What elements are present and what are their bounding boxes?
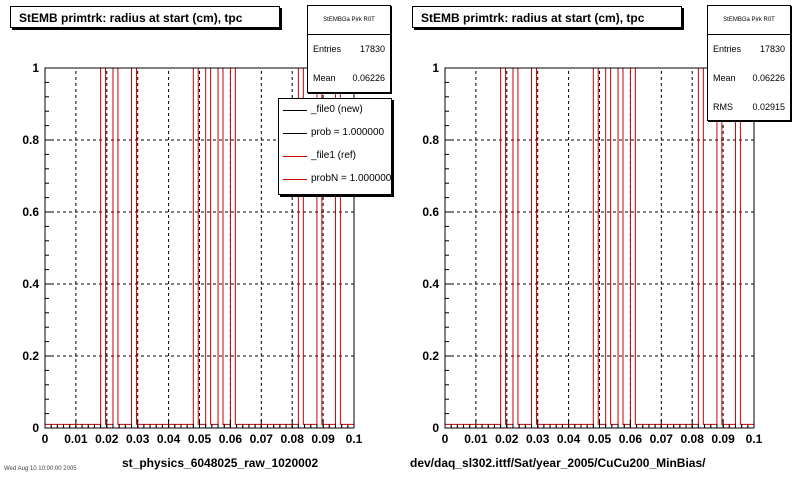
- left-legend-box: _file0 (new) prob = 1.000000 _file1 (ref…: [278, 98, 392, 195]
- legend-swatch-3: [283, 179, 307, 180]
- legend-label-1: prob = 1.000000: [311, 127, 385, 138]
- right-stats-rms-label: RMS: [713, 102, 733, 112]
- left-x-tick-label-5: 0.05: [188, 432, 212, 446]
- left-x-tick-label-3: 0.03: [126, 432, 150, 446]
- timestamp-text: Wed Aug 10 10:00:00 2005: [4, 466, 77, 472]
- right-x-tick-label-2: 0.02: [495, 432, 519, 446]
- left-stats-box: StEMBGa Pirk R0T Entries 17830 Mean 0.06…: [307, 5, 391, 93]
- legend-entry-3: probN = 1.000000: [279, 168, 392, 190]
- legend-swatch-1: [283, 133, 307, 134]
- legend-label-2: _file1 (ref): [311, 150, 357, 161]
- right-y-tick-label-0: 0: [432, 421, 439, 435]
- right-x-tick-label-10: 0.1: [746, 432, 763, 446]
- right-stats-entries-value: 17830: [759, 44, 785, 54]
- right-x-tick-label-5: 0.05: [588, 432, 612, 446]
- right-x-tick-label-0: 0: [442, 432, 449, 446]
- left-y-tick-label-5: 1: [32, 61, 39, 75]
- left-y-tick-label-4: 0.8: [22, 133, 39, 147]
- right-y-tick-label-3: 0.6: [422, 205, 439, 219]
- right-x-tick-label-9: 0.09: [711, 432, 735, 446]
- right-x-tick-label-1: 0.01: [464, 432, 488, 446]
- right-hist-title: StEMB primtrk: radius at start (cm), tpc: [412, 6, 682, 28]
- legend-label-3: probN = 1.000000: [311, 173, 392, 184]
- right-stats-box: StEMBGa Pirk R0T Entries 17830 Mean 0.06…: [707, 5, 791, 121]
- left-stats-entries-label: Entries: [313, 44, 342, 54]
- left-hist-title: StEMB primtrk: radius at start (cm), tpc: [10, 6, 280, 28]
- right-stats-name: StEMBGa Pirk R0T: [708, 6, 790, 35]
- legend-entry-0: _file0 (new): [279, 99, 391, 121]
- right-stats-mean-value: 0.06226: [752, 73, 785, 83]
- left-x-tick-label-6: 0.06: [219, 432, 243, 446]
- right-stats-mean-label: Mean: [713, 73, 736, 83]
- left-stats-name: StEMBGa Pirk R0T: [308, 6, 390, 35]
- right-stats-entries-label: Entries: [713, 44, 742, 54]
- left-x-tick-label-10: 0.1: [346, 432, 363, 446]
- left-x-tick-label-9: 0.09: [311, 432, 335, 446]
- left-y-tick-label-3: 0.6: [22, 205, 39, 219]
- left-stats-entries-row: Entries 17830: [308, 35, 390, 64]
- legend-entry-1: prob = 1.000000: [279, 122, 391, 144]
- legend-label-0: _file0 (new): [311, 104, 363, 115]
- legend-swatch-2: [283, 156, 307, 157]
- left-y-tick-label-1: 0.2: [22, 349, 39, 363]
- left-y-tick-label-2: 0.4: [22, 277, 39, 291]
- legend-entry-2: _file1 (ref): [279, 145, 391, 167]
- left-x-tick-label-0: 0: [42, 432, 49, 446]
- legend-swatch-0: [283, 110, 307, 111]
- right-footer-path: dev/daq_sl302.ittf/Sat/year_2005/CuCu200…: [410, 456, 706, 470]
- left-stats-entries-value: 17830: [359, 44, 385, 54]
- right-y-tick-label-1: 0.2: [422, 349, 439, 363]
- left-x-tick-label-4: 0.04: [157, 432, 181, 446]
- left-stats-mean-value: 0.06226: [352, 73, 385, 83]
- right-x-tick-label-7: 0.07: [650, 432, 674, 446]
- right-stats-entries-row: Entries 17830: [708, 35, 790, 64]
- left-stats-mean-row: Mean 0.06226: [308, 64, 390, 93]
- left-x-tick-label-1: 0.01: [64, 432, 88, 446]
- right-y-tick-label-2: 0.4: [422, 277, 439, 291]
- left-y-tick-label-0: 0: [32, 421, 39, 435]
- left-x-tick-label-8: 0.08: [281, 432, 305, 446]
- right-stats-mean-row: Mean 0.06226: [708, 64, 790, 93]
- right-y-tick-label-5: 1: [432, 61, 439, 75]
- right-y-tick-label-4: 0.8: [422, 133, 439, 147]
- left-x-tick-label-2: 0.02: [95, 432, 119, 446]
- left-stats-mean-label: Mean: [313, 73, 336, 83]
- right-x-tick-label-4: 0.04: [557, 432, 581, 446]
- left-x-tick-label-7: 0.07: [250, 432, 274, 446]
- right-x-tick-label-6: 0.06: [619, 432, 643, 446]
- right-stats-rms-row: RMS 0.02915: [708, 93, 790, 122]
- right-stats-rms-value: 0.02915: [752, 102, 785, 112]
- left-footer-filename: st_physics_6048025_raw_1020002: [122, 456, 319, 470]
- right-x-tick-label-8: 0.08: [681, 432, 705, 446]
- right-x-tick-label-3: 0.03: [526, 432, 550, 446]
